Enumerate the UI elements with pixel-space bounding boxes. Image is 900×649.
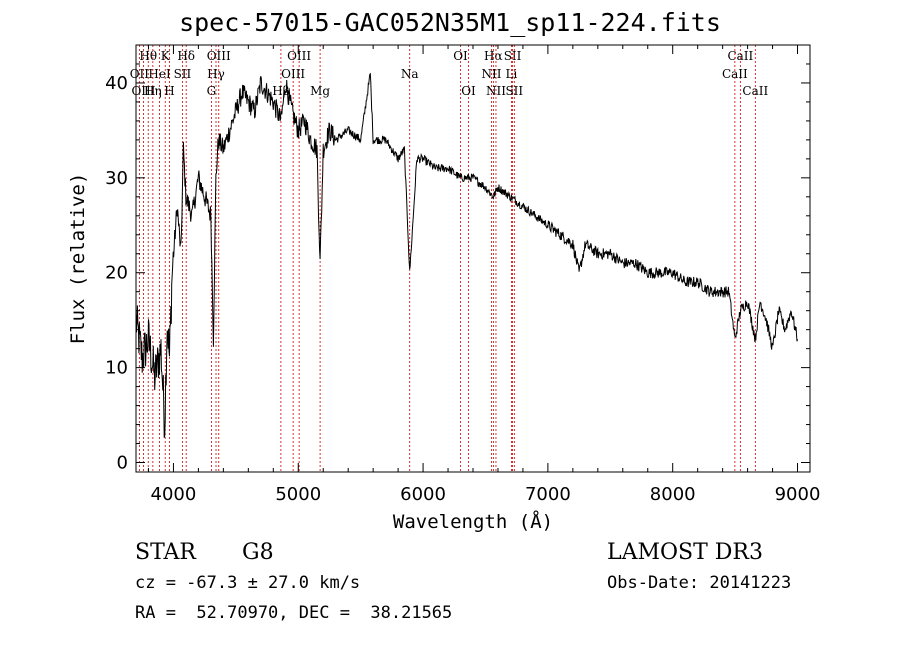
x-tick-label: 6000 [400, 484, 446, 505]
line-label: NII [481, 67, 501, 81]
line-label: OIII [207, 49, 231, 63]
line-label: K [161, 49, 171, 63]
y-tick-label: 10 [105, 358, 128, 379]
coordinates: RA = 52.70970, DEC = 38.21565 [135, 603, 453, 623]
line-label: Li [506, 67, 518, 81]
line-label: CaII [727, 49, 753, 63]
line-label: NII [486, 84, 506, 98]
series-layer [135, 72, 798, 438]
y-tick-label: 20 [105, 263, 128, 284]
line-label: Hη [144, 84, 162, 98]
x-tick-label: 7000 [525, 484, 571, 505]
y-axis-label: Flux (relative) [67, 173, 89, 345]
observation-date: Obs-Date: 20141223 [607, 573, 792, 593]
line-label: OI [461, 84, 476, 98]
object-type: STAR [135, 540, 196, 565]
line-label: OIII [131, 84, 155, 98]
line-label: OIII [281, 67, 305, 81]
chart-title: spec-57015-GAC052N35M1_sp11-224.fits [179, 8, 721, 37]
line-label: Na [401, 67, 419, 81]
line-label: OI [453, 49, 468, 63]
x-tick-label: 5000 [275, 484, 321, 505]
line-label: OII [130, 67, 150, 81]
y-tick-label: 30 [105, 168, 128, 189]
y-tick-label: 40 [105, 73, 128, 94]
redshift-cz: cz = -67.3 ± 27.0 km/s [135, 573, 361, 593]
line-label: SII [505, 84, 523, 98]
subclass: G8 [242, 540, 274, 565]
axis-ticks: 4000 5000 6000 7000 8000 9000 0 10 20 30 40 [105, 45, 820, 505]
line-label: CaII [742, 84, 768, 98]
line-label: SII [504, 49, 522, 63]
x-tick-label: 8000 [650, 484, 696, 505]
line-label: Mg [310, 84, 330, 98]
line-label: CaII [722, 67, 748, 81]
line-label: HeI [148, 67, 171, 81]
line-label: G [207, 84, 217, 98]
survey-name: LAMOST DR3 [607, 540, 763, 565]
x-tick-label: 9000 [775, 484, 821, 505]
x-axis-label: Wavelength (Å) [393, 510, 553, 533]
x-tick-label: 4000 [151, 484, 197, 505]
line-label: Hα [484, 49, 503, 63]
y-tick-label: 0 [117, 453, 128, 474]
line-label: Hγ [207, 67, 225, 81]
line-label: SII [174, 67, 192, 81]
line-label: H [164, 84, 174, 98]
spectrum-line [135, 72, 798, 438]
line-label: Hθ [139, 49, 157, 63]
line-label: Hδ [177, 49, 195, 63]
line-label: OIII [287, 49, 311, 63]
